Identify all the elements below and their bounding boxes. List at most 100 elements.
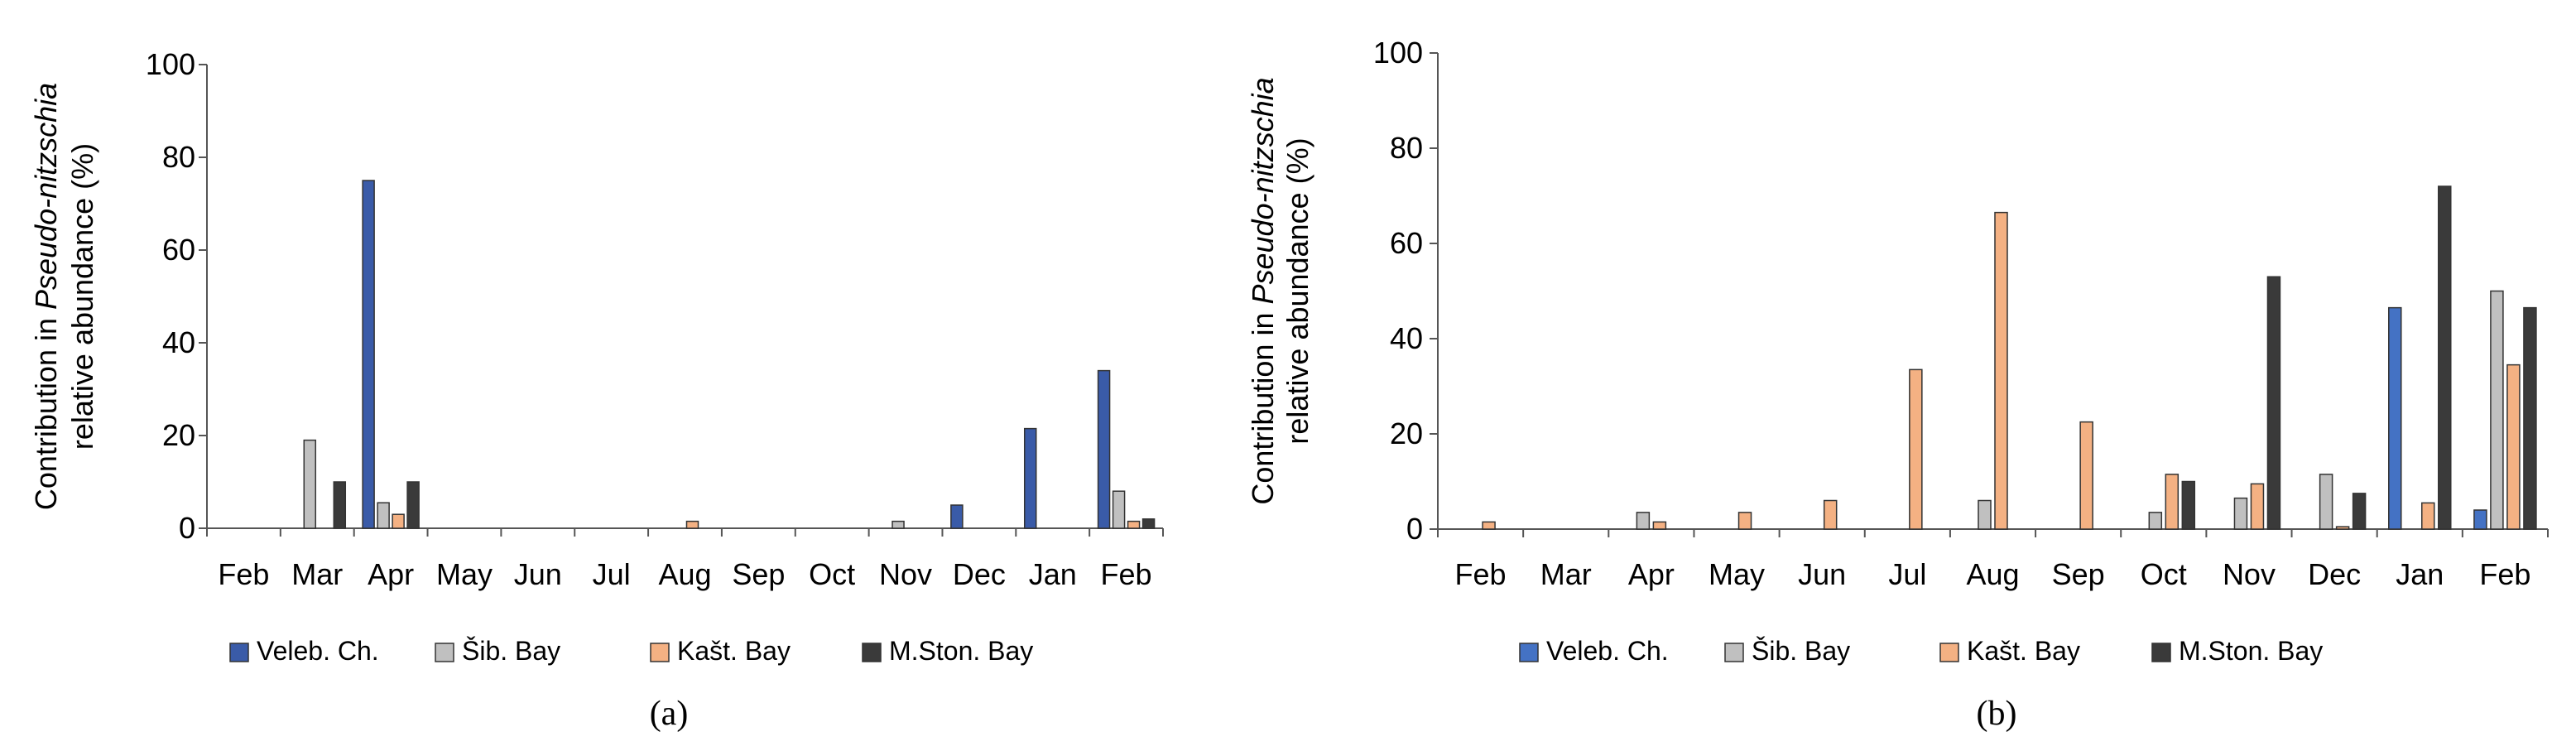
bar: [2319, 474, 2333, 530]
chart-a: 0 20 40 60 80 100 Feb Mar Apr May Jun Jul Aug Sep Oct N…: [29, 47, 1164, 733]
x-tick-label: Jun: [1798, 557, 1846, 591]
chart-b: 0 20 40 60 80 100 Feb Mar Apr May Jun Jul Aug Sep Oct N…: [1246, 36, 2549, 733]
bar: [685, 520, 699, 529]
x-tick-label: Jul: [593, 557, 631, 591]
bar: [1023, 427, 1037, 529]
x-tick-label: Sep: [732, 557, 785, 591]
bar: [1978, 499, 1992, 530]
legend-label: Kašt. Bay: [1967, 636, 2080, 666]
x-tick-label: May: [1709, 557, 1765, 591]
bar: [1652, 521, 1667, 530]
x-tick-label: Oct: [2141, 557, 2187, 591]
y-tick-label: 40: [1390, 321, 1423, 355]
y-tick-label: 100: [146, 47, 195, 81]
bar: [1823, 499, 1838, 530]
x-tick-label: Apr: [1628, 557, 1675, 591]
x-tick-label: Aug: [658, 557, 711, 591]
bar: [1994, 211, 2008, 530]
legend-label: Kašt. Bay: [677, 636, 791, 666]
bar: [377, 502, 390, 529]
x-tick-label: Jan: [1029, 557, 1077, 591]
bar: [2523, 306, 2537, 530]
legend-swatch: [1724, 643, 1744, 662]
bar: [950, 504, 964, 529]
x-tick-label: Jun: [514, 557, 562, 591]
bar: [2079, 421, 2093, 530]
bar: [2352, 493, 2367, 530]
bar: [362, 180, 375, 529]
bar: [1127, 520, 1141, 529]
y-tick-label: 60: [1390, 226, 1423, 260]
bar: [303, 439, 317, 529]
y-axis-label-genus: Pseudo-nitzschia: [29, 83, 63, 310]
legend-swatch: [435, 643, 454, 662]
bar: [2421, 502, 2435, 530]
y-tick-label: 0: [179, 511, 195, 545]
legend-swatch: [862, 643, 882, 662]
x-tick-label: Feb: [218, 557, 269, 591]
bar: [2165, 474, 2180, 530]
bar: [1909, 368, 1923, 530]
y-tick-label: 0: [1406, 512, 1423, 546]
bar: [1097, 369, 1111, 529]
y-axis-label-line2: relative abundance (%): [65, 143, 99, 450]
x-tick-label: Feb: [1101, 557, 1152, 591]
bar: [1737, 512, 1752, 530]
x-tick-label: Mar: [291, 557, 343, 591]
x-tick-label: Mar: [1540, 557, 1592, 591]
bar: [2506, 363, 2521, 530]
x-tick-label: Dec: [2308, 557, 2361, 591]
bar: [2388, 306, 2402, 530]
bar: [2266, 276, 2281, 530]
legend-swatch: [2151, 643, 2171, 662]
y-tick-label: 20: [162, 418, 195, 452]
x-tick-label: Oct: [809, 557, 855, 591]
bar: [392, 513, 405, 529]
x-tick-label: Jul: [1888, 557, 1926, 591]
bar: [1112, 490, 1126, 529]
bar: [1141, 518, 1156, 529]
y-axis-label-prefix: Contribution in: [29, 310, 63, 510]
x-tick-label: Nov: [879, 557, 932, 591]
x-tick-label: Nov: [2223, 557, 2276, 591]
x-tick-label: Apr: [368, 557, 414, 591]
legend-label: M.Ston. Bay: [2179, 636, 2323, 666]
bar: [1482, 521, 1496, 530]
x-tick-label: Jan: [2396, 557, 2444, 591]
y-tick-label: 80: [1390, 131, 1423, 165]
legend-label: Šib. Bay: [462, 636, 560, 666]
x-tick-label: Aug: [1966, 557, 2019, 591]
x-tick-label: Dec: [953, 557, 1006, 591]
bar: [2438, 185, 2452, 530]
y-axis-label: Contribution in Pseudo-nitzschia: [1246, 77, 1280, 504]
y-axis-label-genus: Pseudo-nitzschia: [1246, 77, 1280, 304]
bar: [1636, 512, 1651, 530]
y-axis-label-line2: relative abundance (%): [1281, 137, 1314, 444]
y-tick-label: 100: [1373, 36, 1423, 70]
y-axis-label: Contribution in Pseudo-nitzschia: [29, 83, 63, 510]
bar: [2335, 526, 2350, 530]
bar: [406, 481, 420, 529]
bar: [2250, 483, 2265, 530]
legend-swatch: [1939, 643, 1959, 662]
legend-swatch: [650, 643, 670, 662]
bar: [2490, 290, 2504, 530]
y-tick-label: 40: [162, 325, 195, 359]
y-tick-label: 80: [162, 140, 195, 174]
legend-label: Veleb. Ch.: [257, 636, 379, 666]
bar: [2181, 480, 2196, 530]
bar: [892, 520, 905, 529]
x-tick-label: Sep: [2052, 557, 2105, 591]
bar: [333, 481, 347, 529]
x-tick-label: May: [436, 557, 493, 591]
bar: [2233, 497, 2248, 530]
legend-swatch: [229, 643, 249, 662]
panel-label: (b): [1977, 695, 2017, 733]
bar: [2148, 512, 2163, 530]
x-tick-label: Feb: [1455, 557, 1507, 591]
legend-label: M.Ston. Bay: [889, 636, 1033, 666]
legend-label: Šib. Bay: [1752, 636, 1850, 666]
x-tick-label: Feb: [2479, 557, 2530, 591]
legend-label: Veleb. Ch.: [1546, 636, 1669, 666]
